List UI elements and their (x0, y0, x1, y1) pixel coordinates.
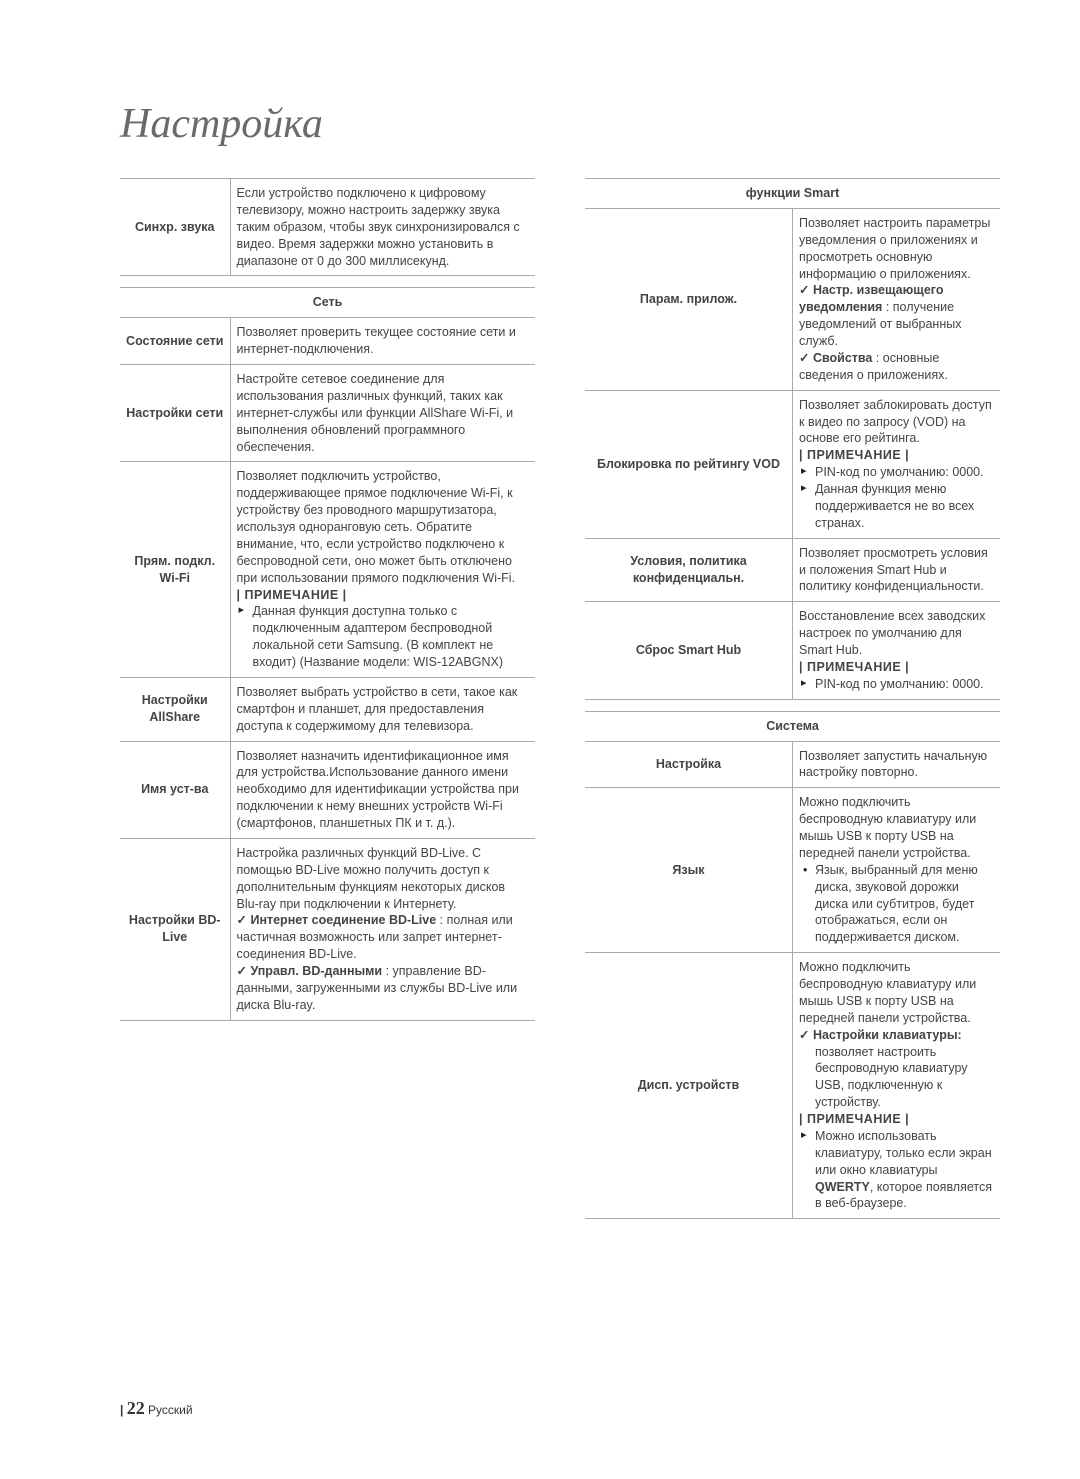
table-row: Настройки сети Настройте сетевое соедине… (120, 365, 535, 462)
row-label: Блокировка по рейтингу VOD (585, 390, 793, 538)
table-row: Настройки AllShare Позволяет выбрать уст… (120, 677, 535, 741)
table-row: Сброс Smart Hub Восстановление всех заво… (585, 602, 1000, 699)
settings-table-right: функции Smart Парам. прилож. Позволяет н… (585, 178, 1000, 1219)
row-desc: Позволяет заблокировать доступ к видео п… (793, 390, 1001, 538)
row-label: Состояние сети (120, 318, 230, 365)
check-item: Настройки клавиатуры: (799, 1027, 994, 1044)
left-column: Синхр. звука Если устройство подключено … (120, 178, 535, 1219)
manual-page: Настройка Синхр. звука Если устройство п… (0, 0, 1080, 1479)
page-title: Настройка (120, 100, 1000, 148)
row-desc: Можно подключить беспроводную клавиатуру… (793, 788, 1001, 953)
right-column: функции Smart Парам. прилож. Позволяет н… (585, 178, 1000, 1219)
row-desc: Позволяет подключить устройство, поддерж… (230, 462, 535, 678)
table-row: Блокировка по рейтингу VOD Позволяет заб… (585, 390, 1000, 538)
disc-bullet: Язык, выбранный для меню диска, звуковой… (799, 862, 994, 946)
content-columns: Синхр. звука Если устройство подключено … (120, 178, 1000, 1219)
note-bullet: Данная функция меню поддерживается не во… (799, 481, 994, 532)
row-label: Дисп. устройств (585, 953, 793, 1219)
row-label: Условия, политика конфиденциальн. (585, 538, 793, 602)
row-desc: Позволяет запустить начальную настройку … (793, 741, 1001, 788)
settings-table-left: Синхр. звука Если устройство подключено … (120, 178, 535, 1021)
row-label: Настройки AllShare (120, 677, 230, 741)
check-item: Настр. извещающего уведомления : получен… (799, 282, 994, 350)
section-header-system: Система (585, 711, 1000, 741)
footer-language: Русский (148, 1403, 193, 1417)
table-row: Условия, политика конфиденциальн. Позвол… (585, 538, 1000, 602)
check-item: Управл. BD-данными : управление BD-данны… (237, 963, 530, 1014)
table-row: Язык Можно подключить беспроводную клави… (585, 788, 1000, 953)
note-bullet: PIN-код по умолчанию: 0000. (799, 464, 994, 481)
page-footer: | 22 Русский (120, 1398, 193, 1419)
note-bullet: PIN-код по умолчанию: 0000. (799, 676, 994, 693)
table-row: Дисп. устройств Можно подключить беспров… (585, 953, 1000, 1219)
row-label: Язык (585, 788, 793, 953)
note-bullet: Можно использовать клавиатуру, только ес… (799, 1128, 994, 1212)
row-desc: Настройка различных функций BD-Live. С п… (230, 838, 535, 1020)
table-row: Состояние сети Позволяет проверить текущ… (120, 318, 535, 365)
row-label: Сброс Smart Hub (585, 602, 793, 699)
row-desc: Позволяет настроить параметры уведомлени… (793, 208, 1001, 390)
row-label: Синхр. звука (120, 179, 230, 276)
row-desc: Если устройство подключено к цифровому т… (230, 179, 535, 276)
table-row: Имя уст-ва Позволяет назначить идентифик… (120, 741, 535, 838)
row-desc: Позволяет выбрать устройство в сети, так… (230, 677, 535, 741)
note-header: | ПРИМЕЧАНИЕ | (237, 587, 530, 604)
row-desc: Можно подключить беспроводную клавиатуру… (793, 953, 1001, 1219)
note-header: | ПРИМЕЧАНИЕ | (799, 659, 994, 676)
row-desc: Позволяет назначить идентификационное им… (230, 741, 535, 838)
table-row: Настройка Позволяет запустить начальную … (585, 741, 1000, 788)
row-label: Настройки сети (120, 365, 230, 462)
row-label: Настройка (585, 741, 793, 788)
note-bullet: Данная функция доступна только с подключ… (237, 603, 530, 671)
row-desc: Настройте сетевое соединение для использ… (230, 365, 535, 462)
row-label: Имя уст-ва (120, 741, 230, 838)
table-row: Синхр. звука Если устройство подключено … (120, 179, 535, 276)
row-label: Настройки BD-Live (120, 838, 230, 1020)
row-label: Прям. подкл. Wi-Fi (120, 462, 230, 678)
note-header: | ПРИМЕЧАНИЕ | (799, 1111, 994, 1128)
table-row: Настройки BD-Live Настройка различных фу… (120, 838, 535, 1020)
row-desc: Восстановление всех заводских настроек п… (793, 602, 1001, 699)
check-sub: позволяет настроить беспроводную клавиат… (799, 1044, 994, 1112)
row-desc: Позволяет проверить текущее состояние се… (230, 318, 535, 365)
check-item: Интернет соединение BD-Live : полная или… (237, 912, 530, 963)
page-number: 22 (127, 1398, 145, 1418)
section-header-network: Сеть (120, 288, 535, 318)
table-row: Прям. подкл. Wi-Fi Позволяет подключить … (120, 462, 535, 678)
section-header-smart: функции Smart (585, 179, 1000, 209)
note-header: | ПРИМЕЧАНИЕ | (799, 447, 994, 464)
check-item: Свойства : основные сведения о приложени… (799, 350, 994, 384)
row-label: Парам. прилож. (585, 208, 793, 390)
table-row: Парам. прилож. Позволяет настроить парам… (585, 208, 1000, 390)
row-desc: Позволяет просмотреть условия и положени… (793, 538, 1001, 602)
